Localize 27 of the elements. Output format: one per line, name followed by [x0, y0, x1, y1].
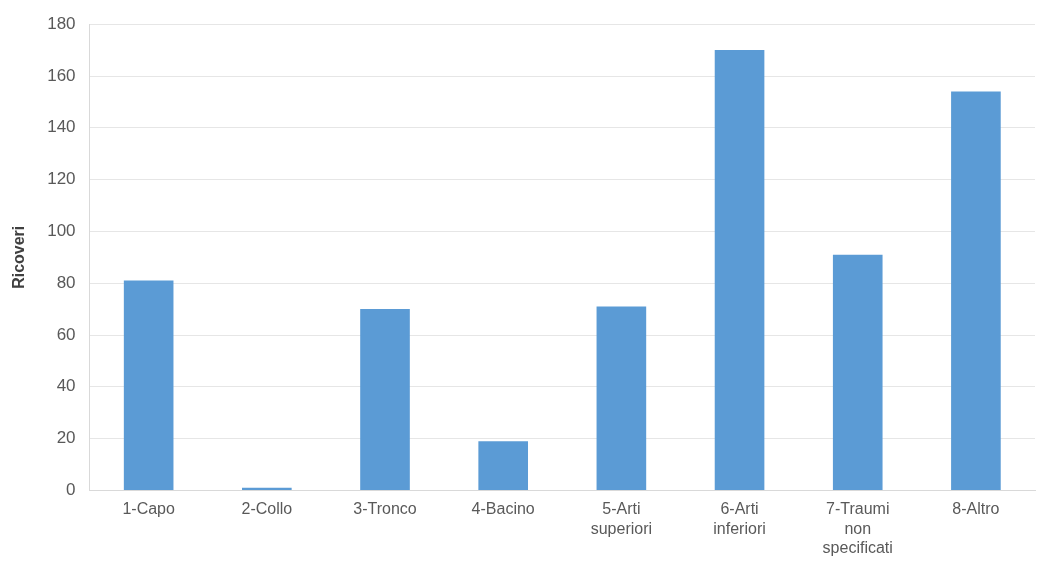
x-tick-label: 7-Traumi non specificati	[822, 500, 893, 556]
x-tick-label: 4-Bacino	[471, 500, 535, 518]
bar	[242, 487, 292, 490]
bar	[478, 441, 529, 490]
bar	[951, 91, 1001, 490]
x-tick-label: 5-Arti superiori	[590, 500, 653, 537]
y-tick-label: 160	[47, 65, 76, 85]
bar	[360, 309, 410, 490]
x-tick-label: 8-Altro	[952, 500, 1000, 518]
y-tick-label: 80	[56, 272, 76, 292]
y-tick-label: 0	[66, 480, 76, 500]
bar	[596, 306, 647, 490]
y-tick-label: 20	[56, 428, 76, 448]
y-tick-label: 120	[47, 169, 76, 189]
x-tick-label: 3-Tronco	[353, 500, 417, 518]
bar	[714, 50, 765, 490]
y-tick-label: 40	[56, 376, 76, 396]
y-axis-title: Ricoveri	[10, 225, 28, 289]
x-tick-label: 6-Arti inferiori	[713, 500, 766, 537]
y-tick-label: 180	[47, 13, 76, 33]
y-tick-label: 60	[56, 324, 76, 344]
y-tick-label: 140	[47, 117, 76, 137]
bar	[832, 254, 883, 490]
x-tick-label: 1-Capo	[122, 500, 175, 518]
x-tick-label: 2-Collo	[241, 500, 293, 518]
y-tick-label: 100	[47, 221, 76, 241]
bar	[123, 280, 174, 490]
